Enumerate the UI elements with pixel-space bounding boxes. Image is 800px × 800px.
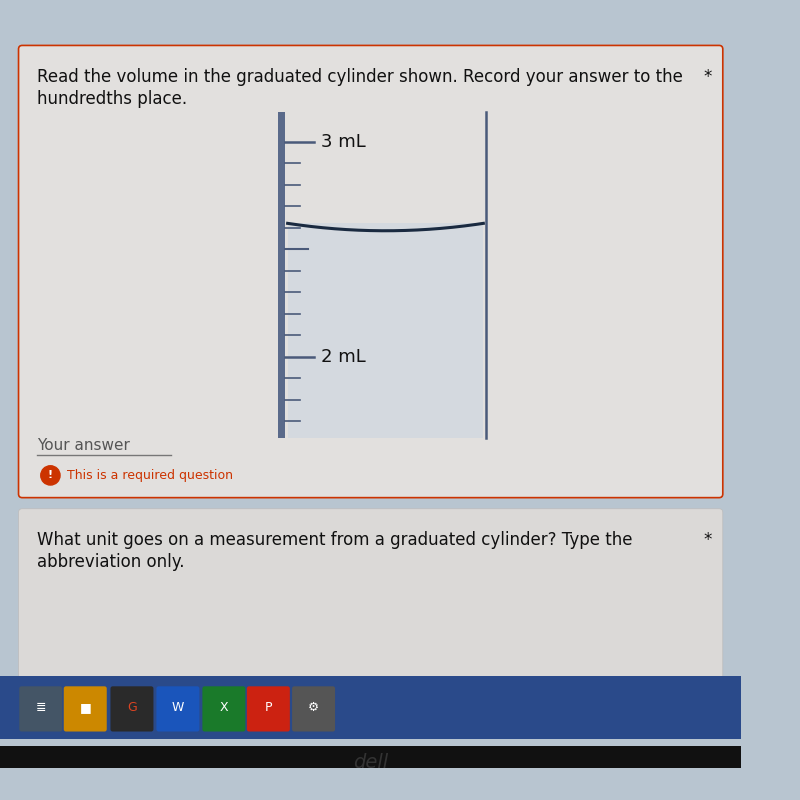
Text: 3 mL: 3 mL [321,133,366,151]
Text: G: G [127,701,137,714]
Text: !: ! [48,470,53,480]
Text: hundredths place.: hundredths place. [37,90,187,108]
Text: *: * [703,68,712,86]
Bar [288,223,483,438]
Text: This is a required question: This is a required question [66,469,233,482]
FancyBboxPatch shape [292,686,335,731]
Text: P: P [265,701,272,714]
Text: W: W [172,701,184,714]
Text: ≣: ≣ [35,701,46,714]
FancyBboxPatch shape [247,686,290,731]
FancyBboxPatch shape [18,509,722,679]
Circle shape [41,466,60,485]
Bar [0,746,742,768]
Text: ■: ■ [79,701,91,714]
Text: Your answer: Your answer [37,438,130,454]
Text: 2 mL: 2 mL [321,348,366,366]
FancyBboxPatch shape [157,686,199,731]
Text: X: X [219,701,228,714]
Text: What unit goes on a measurement from a graduated cylinder? Type the: What unit goes on a measurement from a g… [37,531,633,549]
Text: Read the volume in the graduated cylinder shown. Record your answer to the: Read the volume in the graduated cylinde… [37,68,683,86]
FancyBboxPatch shape [64,686,106,731]
FancyBboxPatch shape [19,686,62,731]
FancyBboxPatch shape [110,686,154,731]
Bar [0,675,742,738]
FancyBboxPatch shape [202,686,246,731]
FancyBboxPatch shape [18,46,722,498]
Text: ⚙: ⚙ [308,701,319,714]
Bar [278,112,286,438]
Text: abbreviation only.: abbreviation only. [37,554,185,571]
Text: *: * [703,531,712,549]
Text: dell: dell [353,753,388,772]
